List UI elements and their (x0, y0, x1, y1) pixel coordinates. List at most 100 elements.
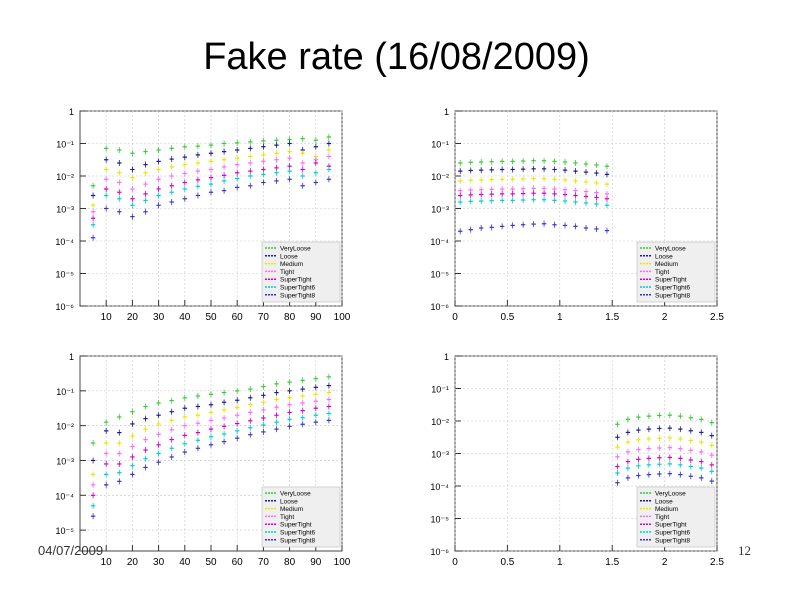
legend-label: Medium (655, 506, 678, 513)
series-6 (90, 410, 332, 509)
x-tick-label: 30 (153, 312, 165, 323)
x-tick-label: 2.5 (710, 312, 724, 323)
series-2 (615, 425, 714, 441)
legend-label: SuperTight8 (280, 537, 316, 544)
series-3 (615, 434, 714, 450)
x-tick-label: 100 (334, 312, 351, 323)
x-tick-label: 0.5 (500, 557, 514, 568)
series-5 (615, 454, 714, 470)
series-4 (615, 444, 714, 460)
y-tick-label: 1 (444, 352, 449, 362)
legend-label: SuperTight (655, 522, 687, 529)
y-tick-label: 1 (444, 107, 449, 117)
series-7 (615, 470, 714, 486)
x-tick-label: 2 (662, 312, 668, 323)
legend-label: SuperTight (280, 277, 312, 284)
series-2 (90, 382, 332, 464)
y-tick-label: 10⁻² (56, 422, 74, 432)
legend-label: Loose (655, 498, 673, 505)
y-tick-label: 10⁻¹ (56, 140, 74, 150)
slide-title: Fake rate (16/08/2009) (203, 36, 590, 78)
y-tick-label: 10⁻³ (431, 450, 449, 460)
x-tick-label: 50 (205, 312, 217, 323)
x-tick-label: 1.5 (605, 312, 619, 323)
y-tick-label: 1 (69, 107, 74, 117)
series-1 (458, 157, 610, 170)
legend-label: Tight (655, 269, 669, 276)
legend-label: Medium (280, 261, 303, 268)
y-tick-label: 10⁻⁶ (431, 302, 450, 312)
y-tick-label: 10⁻⁴ (55, 491, 74, 501)
x-tick-label: 40 (179, 557, 191, 568)
x-tick-label: 70 (258, 557, 270, 568)
plot-panel-bottom-right: 10⁻⁶ 10⁻⁵ 10⁻⁴ 10⁻³ 10⁻² 10⁻¹ 1 0 0.5 1 1.5 2 2.5 Ver… (405, 348, 735, 570)
series-6 (615, 460, 714, 476)
y-tick-label: 10⁻² (56, 172, 74, 182)
legend-label: VeryLoose (280, 491, 311, 498)
x-tick-label: 70 (258, 312, 270, 323)
x-tick-label: 20 (127, 312, 139, 323)
x-tick-label: 40 (179, 312, 191, 323)
y-tick-label: 10⁻⁴ (430, 482, 449, 492)
y-tick-label: 10⁻² (431, 417, 449, 427)
legend-label: Tight (280, 269, 294, 276)
x-tick-label: 80 (284, 312, 296, 323)
series-2 (458, 165, 610, 178)
legend-label: Medium (280, 506, 303, 513)
plot-panel-top-right: 10⁻⁶ 10⁻⁵ 10⁻⁴ 10⁻³ 10⁻² 10⁻¹ 1 0 0.5 1 1.5 2 2.5 Ver… (405, 103, 735, 325)
y-tick-label: 10⁻⁵ (56, 270, 75, 280)
y-tick-label: 1 (69, 352, 74, 362)
x-tick-label: 90 (310, 312, 322, 323)
footer-date: 04/07/2009 (38, 543, 104, 558)
x-tick-label: 50 (205, 557, 217, 568)
legend-label: Tight (280, 514, 294, 521)
y-tick-label: 10⁻⁵ (431, 270, 450, 280)
x-tick-label: 2 (662, 557, 668, 568)
series-5 (90, 403, 332, 499)
legend-label: Loose (280, 498, 298, 505)
legend-label: Loose (655, 253, 673, 260)
y-tick-label: 10⁻¹ (56, 387, 74, 397)
series-4 (90, 396, 332, 488)
x-tick-label: 20 (127, 557, 139, 568)
y-tick-label: 10⁻³ (56, 205, 74, 215)
legend-label: VeryLoose (655, 491, 686, 498)
x-tick-label: 100 (334, 557, 351, 568)
y-tick-label: 10⁻⁵ (431, 515, 450, 525)
series-3 (90, 147, 332, 209)
plot-panel-top-left: 10⁻⁶ 10⁻⁵ 10⁻⁴ 10⁻³ 10⁻² 10⁻¹ 1 10 20 30 40 50 60 70 8… (30, 103, 360, 325)
legend-label: SuperTight8 (655, 537, 691, 544)
y-tick-label: 10⁻³ (56, 456, 74, 466)
series-1 (90, 373, 332, 447)
y-tick-label: 10⁻⁴ (430, 237, 449, 247)
legend-label: SuperTight6 (655, 530, 691, 537)
series-5 (458, 190, 610, 202)
series-6 (90, 166, 332, 228)
y-tick-label: 10⁻¹ (431, 385, 449, 395)
y-tick-label: 10⁻⁵ (56, 526, 75, 536)
x-tick-label: 0 (452, 557, 458, 568)
x-tick-label: 1.5 (605, 557, 619, 568)
legend-label: Medium (655, 261, 678, 268)
y-tick-label: 10⁻¹ (431, 140, 449, 150)
x-tick-label: 1 (557, 312, 563, 323)
x-tick-label: 60 (232, 557, 244, 568)
page-number: 12 (738, 543, 751, 558)
chart-top-left: 10⁻⁶ 10⁻⁵ 10⁻⁴ 10⁻³ 10⁻² 10⁻¹ 1 10 20 30 40 50 60 70 8… (55, 107, 351, 323)
legend-label: SuperTight (280, 522, 312, 529)
legend-label: SuperTight8 (280, 292, 316, 299)
x-tick-label: 30 (153, 557, 165, 568)
series-5 (90, 160, 332, 222)
x-tick-label: 10 (101, 557, 113, 568)
legend-label: SuperTight6 (280, 285, 316, 292)
x-tick-label: 2.5 (710, 557, 724, 568)
legend-label: VeryLoose (655, 246, 686, 253)
x-tick-label: 0.5 (500, 312, 514, 323)
series-2 (90, 140, 332, 199)
chart-bottom-left: 10⁻⁵ 10⁻⁴ 10⁻³ 10⁻² 10⁻¹ 1 10 20 30 40 50 60 70 80 90 1… (55, 352, 351, 568)
y-tick-label: 10⁻⁶ (431, 547, 450, 557)
x-tick-label: 80 (284, 557, 296, 568)
series-1 (90, 134, 332, 189)
series-6 (458, 196, 610, 209)
chart-top-right: 10⁻⁶ 10⁻⁵ 10⁻⁴ 10⁻³ 10⁻² 10⁻¹ 1 0 0.5 1 1.5 2 2.5 Ver… (430, 107, 724, 323)
